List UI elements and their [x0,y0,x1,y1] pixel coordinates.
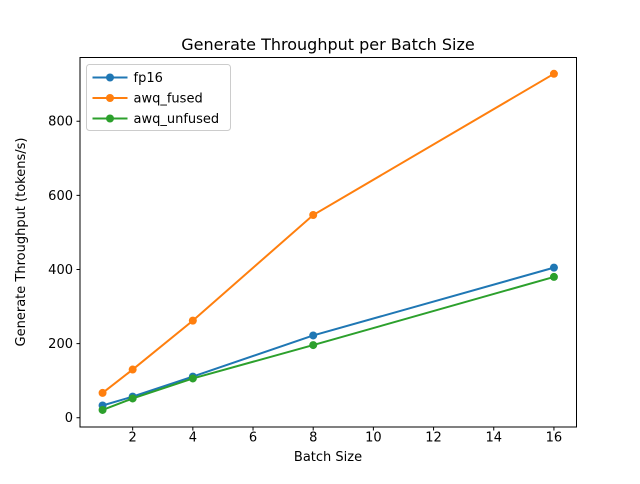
series-marker-fp16 [549,263,558,272]
x-tick-label: 12 [425,431,442,446]
y-tick-label: 200 [48,337,73,352]
legend-box [86,64,231,131]
series-marker-awq_fused [128,365,137,374]
legend-marker-fp16 [106,73,114,82]
x-tick-label: 4 [189,431,197,446]
series-marker-awq_fused [188,316,197,325]
x-tick-label: 2 [129,431,137,446]
series-marker-awq_fused [309,211,318,220]
legend-marker-awq_unfused [106,114,114,123]
legend-label-fp16: fp16 [134,71,163,86]
legend-label-awq_fused: awq_fused [134,92,203,107]
series-marker-awq_fused [549,69,558,78]
legend-label-awq_unfused: awq_unfused [134,112,220,127]
chart-title: Generate Throughput per Batch Size [181,35,474,54]
y-axis-label: Generate Throughput (tokens/s) [14,138,29,347]
series-marker-awq_unfused [309,341,318,350]
series-marker-awq_fused [98,388,107,397]
x-tick-label: 10 [365,431,382,446]
series-marker-awq_unfused [188,374,197,383]
x-tick-label: 16 [546,431,563,446]
y-tick-label: 600 [48,189,73,204]
x-tick-label: 14 [485,431,502,446]
y-tick-label: 800 [48,115,73,130]
x-axis-label: Batch Size [294,450,362,465]
series-marker-awq_unfused [549,272,558,281]
plot-area: 2 4 6 8 10 12 14 16 0 200 400 600 800 fp16 awq_fusedaw… [48,57,577,446]
series-marker-awq_unfused [128,394,137,403]
series-marker-fp16 [309,331,318,340]
y-tick-label: 0 [65,411,73,426]
x-tick-label: 8 [309,431,317,446]
x-tick-label: 6 [249,431,257,446]
series-marker-awq_unfused [98,405,107,414]
y-tick-label: 400 [48,263,73,278]
legend-marker-awq_fused [106,94,114,102]
